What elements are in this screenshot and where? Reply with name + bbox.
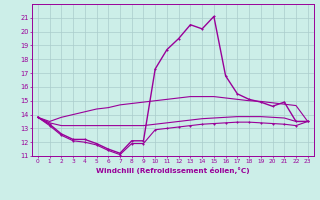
X-axis label: Windchill (Refroidissement éolien,°C): Windchill (Refroidissement éolien,°C) (96, 167, 250, 174)
